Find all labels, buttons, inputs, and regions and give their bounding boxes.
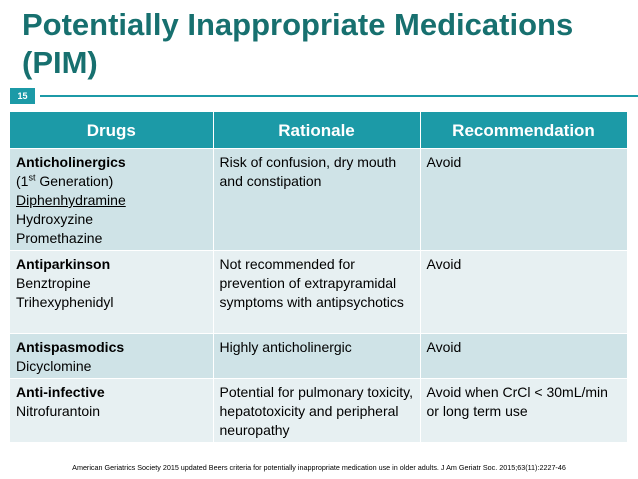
text-part: (1 [16, 173, 29, 189]
drug-name: Hydroxyzine [16, 210, 207, 229]
drug-class: Antispasmodics [16, 338, 207, 357]
slide-title: Potentially Inappropriate Medications (P… [22, 7, 574, 80]
drug-name: Promethazine [16, 229, 207, 248]
recommendation-cell: Avoid [420, 333, 628, 379]
text: Benztropine [16, 275, 91, 291]
text: Trihexyphenidyl [16, 294, 114, 310]
drug-name: Dicyclomine [16, 357, 207, 376]
text: Anticholinergics [16, 154, 126, 170]
table-row: Antiparkinson Benztropine Trihexyphenidyl N… [10, 250, 628, 334]
drug-name: Benztropine [16, 274, 207, 293]
rationale-cell: Potential for pulmonary toxicity, hepato… [213, 378, 421, 442]
drugs-cell: Anti-infective Nitrofurantoin [10, 378, 214, 442]
drugs-cell: Antiparkinson Benztropine Trihexyphenidyl [10, 250, 214, 334]
drug-name: Diphenhydramine [16, 191, 207, 210]
drugs-cell: Antispasmodics Dicyclomine [10, 333, 214, 379]
rationale-cell: Highly anticholinergic [213, 333, 421, 379]
drug-name: Trihexyphenidyl [16, 293, 207, 312]
header-cell: Rationale [213, 112, 421, 149]
drugs-cell: Anticholinergics (1st Generation) Diphenhy… [10, 148, 214, 251]
drug-class: Anticholinergics [16, 153, 207, 172]
text: Dicyclomine [16, 358, 92, 374]
text: Diphenhydramine [16, 192, 126, 208]
header-row: Drugs Rationale Recommendation [10, 112, 628, 149]
header-cell: Drugs [10, 112, 214, 149]
recommendation-cell: Avoid [420, 148, 628, 251]
drug-name: (1st Generation) [16, 172, 207, 191]
table-row: Anticholinergics (1st Generation) Diphenhy… [10, 148, 628, 251]
text: Anti-infective [16, 384, 105, 400]
footnote: American Geriatrics Society 2015 updated… [72, 463, 566, 472]
text-part: Generation) [35, 173, 114, 189]
table-body: Anticholinergics (1st Generation) Diphenhy… [10, 148, 628, 442]
drug-name: Nitrofurantoin [16, 402, 207, 421]
recommendation-cell: Avoid when CrCl < 30mL/min or long term … [420, 378, 628, 442]
table-row: Anti-infective Nitrofurantoin Potential fo… [10, 378, 628, 442]
drug-class: Antiparkinson [16, 255, 207, 274]
text: Antiparkinson [16, 256, 111, 272]
text: Antispasmodics [16, 339, 125, 355]
slide-number: 15 [10, 88, 35, 104]
recommendation-cell: Avoid [420, 250, 628, 334]
text: Nitrofurantoin [16, 403, 101, 419]
medication-table: Drugs Rationale Recommendation Anticholi… [10, 112, 628, 442]
superscript: st [28, 172, 36, 183]
table-row: Antispasmodics Dicyclomine Highly antichol… [10, 333, 628, 379]
text: Hydroxyzine [16, 211, 94, 227]
text: Promethazine [16, 230, 103, 246]
rationale-cell: Risk of confusion, dry mouth and constip… [213, 148, 421, 251]
header-cell: Recommendation [420, 112, 628, 149]
title-rule [40, 95, 638, 97]
drug-class: Anti-infective [16, 383, 207, 402]
rationale-cell: Not recommended for prevention of extrap… [213, 250, 421, 334]
